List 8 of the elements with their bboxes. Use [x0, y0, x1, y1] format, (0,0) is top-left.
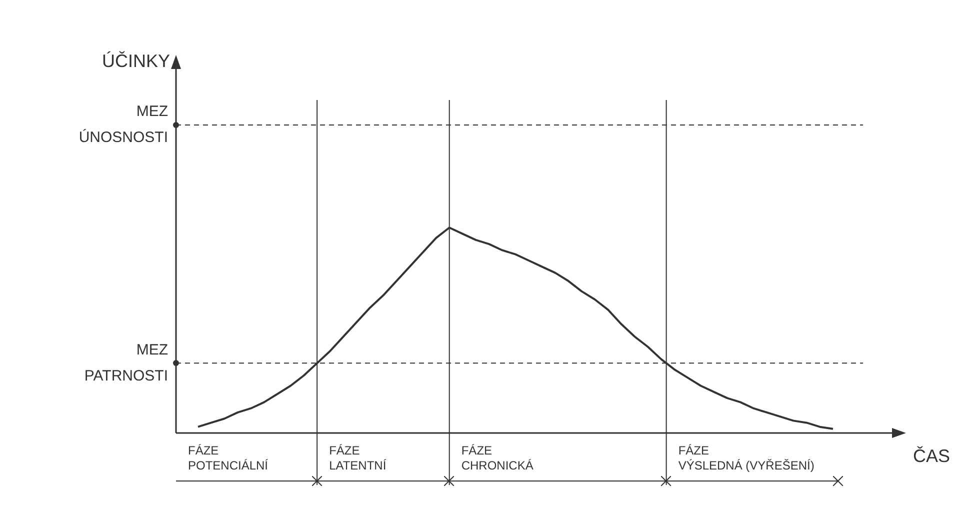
text: FÁZE CHRONICKÁ — [461, 443, 534, 472]
ref-line-label: MEZ ÚNOSNOSTI — [78, 103, 168, 146]
ref-line-label: MEZ PATRNOSTI — [84, 341, 168, 384]
text: FÁZE LATENTNÍ — [329, 443, 387, 472]
x-axis-title: ČAS — [913, 446, 950, 466]
text: ÚČINKY — [102, 50, 170, 71]
text: FÁZE POTENCIÁLNÍ — [188, 443, 269, 472]
text: FÁZE VÝSLEDNÁ (VYŘEŠENÍ) — [678, 443, 814, 472]
